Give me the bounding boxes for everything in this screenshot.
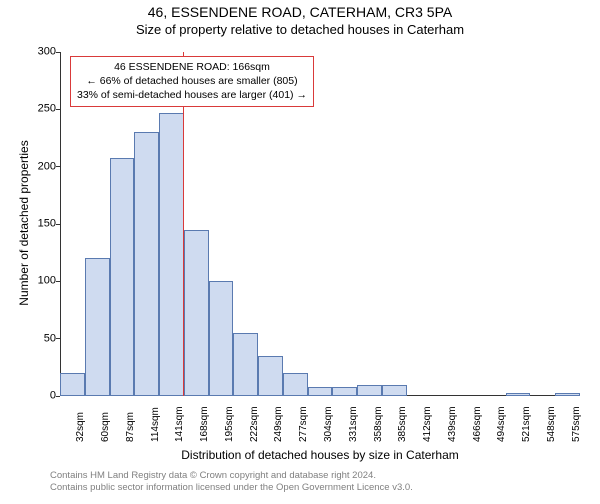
histogram-bar — [332, 387, 357, 396]
histogram-bar — [159, 113, 184, 396]
histogram-bar — [184, 230, 209, 396]
attribution: Contains HM Land Registry data © Crown c… — [50, 470, 413, 495]
y-tick-label: 200 — [28, 161, 56, 172]
y-tick-mark — [56, 52, 60, 53]
attribution-line1: Contains HM Land Registry data © Crown c… — [50, 470, 413, 482]
y-tick-label: 150 — [28, 219, 56, 230]
y-axis — [60, 52, 61, 396]
y-tick-mark — [56, 109, 60, 110]
histogram-bar — [357, 385, 382, 396]
callout-box: 46 ESSENDENE ROAD: 166sqm ← 66% of detac… — [70, 56, 314, 107]
y-tick-label: 100 — [28, 276, 56, 287]
histogram-bar — [382, 385, 407, 396]
x-axis-title: Distribution of detached houses by size … — [60, 448, 580, 462]
y-tick-mark — [56, 166, 60, 167]
histogram-bar — [110, 158, 135, 397]
y-tick-mark — [56, 224, 60, 225]
histogram-bar — [209, 281, 234, 396]
page-subtitle: Size of property relative to detached ho… — [0, 22, 600, 37]
y-tick-label: 250 — [28, 104, 56, 115]
histogram-bar — [233, 333, 258, 396]
chart-container: 46, ESSENDENE ROAD, CATERHAM, CR3 5PA Si… — [0, 4, 600, 504]
y-tick-label: 0 — [28, 391, 56, 402]
attribution-line2: Contains public sector information licen… — [50, 482, 413, 494]
histogram-bar — [85, 258, 110, 396]
plot-area: 46 ESSENDENE ROAD: 166sqm ← 66% of detac… — [60, 52, 580, 396]
callout-line1: 46 ESSENDENE ROAD: 166sqm — [77, 60, 307, 74]
y-tick-label: 50 — [28, 333, 56, 344]
y-tick-mark — [56, 338, 60, 339]
page-title: 46, ESSENDENE ROAD, CATERHAM, CR3 5PA — [0, 4, 600, 20]
histogram-bar — [258, 356, 283, 396]
histogram-bar — [134, 132, 159, 396]
y-tick-mark — [56, 281, 60, 282]
histogram-bar — [308, 387, 333, 396]
histogram-bar — [283, 373, 308, 396]
histogram-bar — [60, 373, 85, 396]
histogram-bar — [555, 393, 580, 396]
callout-line3: 33% of semi-detached houses are larger (… — [77, 88, 307, 102]
callout-line2: ← 66% of detached houses are smaller (80… — [77, 74, 307, 88]
y-tick-label: 300 — [28, 47, 56, 58]
histogram-bar — [506, 393, 531, 396]
